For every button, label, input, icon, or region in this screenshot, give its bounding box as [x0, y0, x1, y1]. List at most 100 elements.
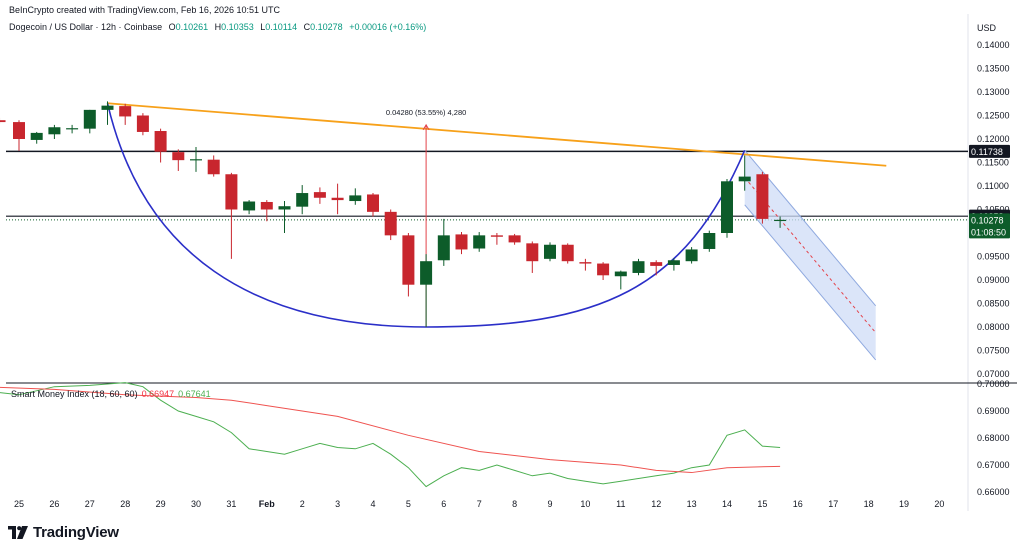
ohlc-l-label: L	[260, 22, 266, 32]
last-price-countdown: 01:08:50	[971, 227, 1006, 237]
candle-body	[437, 235, 450, 261]
time-tick-label: 16	[793, 499, 803, 509]
price-tick-label: 0.07500	[977, 346, 1010, 356]
candle-body	[349, 195, 362, 202]
candle-body	[48, 127, 61, 135]
candle-body	[225, 174, 238, 210]
currency-label: USD	[977, 23, 997, 33]
created-by-text: BeInCrypto created with TradingView.com,…	[9, 5, 280, 15]
candle-body	[119, 106, 132, 117]
candle-body	[190, 159, 202, 161]
channel-midline	[744, 177, 877, 333]
candle-body	[30, 132, 43, 140]
candle-body	[420, 261, 433, 285]
price-tick-label: 0.14000	[977, 40, 1010, 50]
price-tick-label: 0.08500	[977, 299, 1010, 309]
channel-lower-line	[744, 204, 877, 361]
ohlc-h-label: H	[214, 22, 222, 32]
level-price-label: 0.11738	[971, 147, 1003, 157]
time-tick-label: 14	[722, 499, 732, 509]
ohlc-close: 0.10278	[310, 22, 343, 32]
time-tick-label: 7	[477, 499, 482, 509]
candle-body	[101, 105, 114, 110]
smi-fast-line	[0, 382, 781, 488]
candle-body	[260, 201, 273, 210]
candle-body	[685, 249, 698, 262]
ohlc-open: 0.10261	[175, 22, 209, 32]
time-tick-label: 26	[49, 499, 59, 509]
time-tick-label: 10	[580, 499, 590, 509]
candle-body	[667, 260, 680, 265]
time-tick-label: 17	[828, 499, 838, 509]
candle-body	[721, 181, 733, 233]
time-tick-label: 12	[651, 499, 661, 509]
time-tick-label: 5	[406, 499, 411, 509]
candle-body	[508, 235, 521, 243]
candle-body	[756, 174, 769, 219]
time-tick-label: 8	[512, 499, 517, 509]
price-tick-label: 0.09500	[977, 252, 1010, 262]
candle-body	[490, 235, 503, 237]
candle-body	[83, 109, 96, 129]
candle-body	[243, 201, 256, 211]
candle-body	[296, 193, 309, 207]
time-tick-label: 9	[547, 499, 552, 509]
time-tick-label: 18	[864, 499, 874, 509]
price-tick-label: 0.08000	[977, 322, 1010, 332]
indicator-value-2: 0.67641	[178, 389, 211, 399]
last-price-tag	[969, 213, 1010, 239]
candle-body	[774, 219, 787, 222]
price-tick-label: 0.12500	[977, 111, 1010, 121]
candle-body	[632, 261, 645, 273]
price-tick-label: 0.12000	[977, 134, 1010, 144]
measure-arrowhead	[422, 123, 430, 131]
smi-tick-label: 0.68000	[977, 433, 1010, 443]
tradingview-logo-icon	[8, 526, 28, 539]
tradingview-logo[interactable]: TradingView	[8, 524, 119, 541]
candle-body	[614, 271, 627, 277]
symbol-title: Dogecoin / US Dollar · 12h · Coinbase	[9, 22, 163, 32]
smi-axis: 0.70000 0.69000 0.68000 0.67000 0.66000	[977, 379, 1010, 497]
candle-body	[13, 122, 25, 139]
time-tick-label: 13	[687, 499, 697, 509]
candle-body	[207, 159, 220, 175]
candle-body	[136, 115, 149, 132]
time-tick-label: 31	[226, 499, 236, 509]
channel-fill	[744, 150, 876, 360]
price-tick-label: 0.13500	[977, 64, 1010, 74]
ohlc-o-label: O	[168, 22, 176, 32]
price-tick-label: 0.13000	[977, 87, 1010, 97]
smi-lines	[0, 382, 781, 488]
last-price-label: 0.10278	[971, 215, 1004, 225]
indicator-title: Smart Money Index (18, 60, 60)	[11, 389, 138, 399]
measure-label: 0.04280 (53.55%) 4,280	[386, 108, 466, 117]
indicator-legend[interactable]: Smart Money Index (18, 60, 60) 0.66947 0.6…	[11, 389, 211, 399]
candle-body	[367, 194, 379, 212]
candle-body	[313, 192, 326, 198]
candle-body	[331, 197, 344, 201]
candle-body	[579, 262, 592, 264]
candle-body	[650, 262, 663, 266]
time-tick-label: 15	[757, 499, 767, 509]
ohlc-low: 0.10114	[265, 22, 298, 32]
time-tick-label: 25	[14, 499, 24, 509]
time-tick-label: 2	[300, 499, 305, 509]
candle-body	[473, 235, 486, 249]
candle-body	[455, 234, 468, 250]
candle-body	[154, 131, 167, 152]
level-price-tag	[969, 144, 1010, 158]
time-tick-label: 6	[441, 499, 446, 509]
time-tick-label: 11	[616, 499, 625, 509]
time-tick-label: 20	[934, 499, 944, 509]
candles	[0, 101, 787, 327]
time-axis: 25 26 27 28 29 30 31 Feb 2 3 4 5 6 7 8 9 10 11 12 13 14 15 16 1…	[14, 499, 944, 509]
candle-body	[526, 243, 539, 262]
price-tick-label: 0.07000	[977, 369, 1010, 379]
candle-body	[703, 233, 716, 249]
time-tick-label: 3	[335, 499, 340, 509]
drawings: 0.04280 (53.55%) 4,280	[106, 102, 887, 361]
time-tick-label: Feb	[259, 499, 276, 509]
symbol-legend: Dogecoin / US Dollar · 12h · Coinbase O0…	[9, 22, 426, 32]
